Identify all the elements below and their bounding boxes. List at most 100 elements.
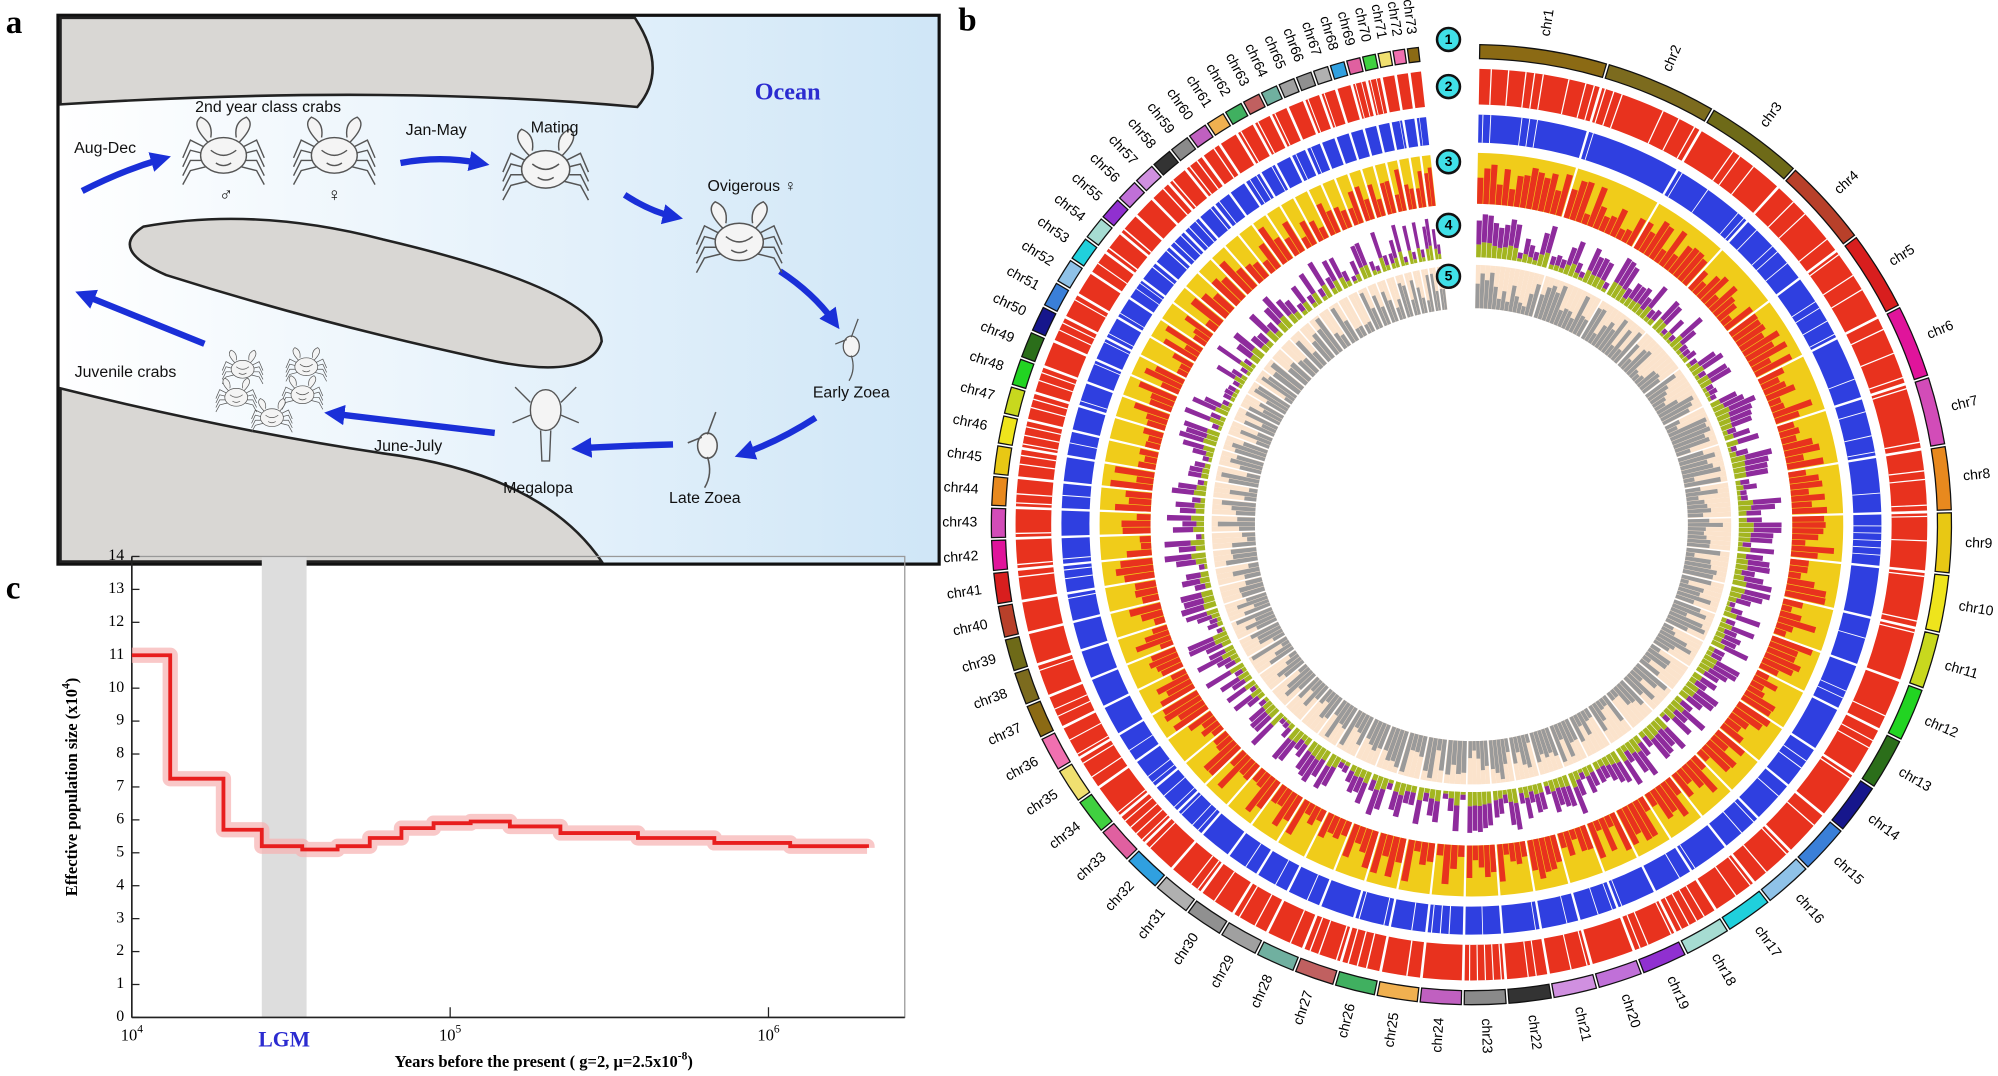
track-blue [1791,697,1838,749]
track-bar [1714,406,1731,418]
track-gap [1719,212,1739,235]
track-number: 2 [1445,78,1453,94]
track-bar [1370,231,1383,259]
track-bar [1528,244,1536,258]
track-bar [1217,754,1252,789]
track-bar [1658,332,1665,338]
track-bar [1156,673,1190,695]
track-bar [1512,296,1520,313]
track-bar [1191,552,1207,560]
track-bar [1724,605,1733,613]
track-bar [1355,716,1374,746]
track-bar [1677,251,1705,283]
track-gap [1163,777,1186,797]
track-bar [1687,534,1707,540]
track-bar [1713,635,1723,643]
chromosome-segment [1463,988,1507,1006]
track-bar [1511,788,1519,804]
crab-detail [229,394,243,403]
track-bar [1701,744,1731,773]
track-bar [1286,719,1292,725]
chromosome-segment [1886,306,1929,381]
track-bar [1723,628,1738,639]
track-red [1234,883,1283,932]
track-bar [1333,332,1348,350]
track-gap [1213,148,1235,179]
track-bar [1401,285,1414,317]
track-blue [1848,457,1882,513]
track-bar [1267,376,1298,399]
arrow [778,268,840,330]
track-bar [1627,300,1637,311]
track-bar [1242,762,1261,781]
track-bar [1244,496,1257,502]
track-number: 4 [1445,217,1453,233]
track-bar [1312,332,1335,360]
track-red [1342,927,1387,972]
track-marker [1435,148,1462,175]
track-bar [1705,739,1737,769]
track-bar [1775,622,1794,633]
track-bar [1241,666,1248,673]
track-bar [1284,299,1298,315]
track-bar [1249,711,1269,729]
track-bar [1635,662,1668,691]
track-bar [1150,646,1177,662]
track-bar [1372,269,1378,276]
track-bar [1737,499,1754,506]
track-bar [1343,319,1360,342]
track-bar [1682,685,1696,698]
crab-detail [295,391,310,401]
track-bar [1704,294,1720,309]
track-gap [1275,859,1290,886]
track-gap [1665,853,1681,879]
track-bar [1188,641,1216,657]
track-gap [1411,902,1417,931]
track-bar [1522,786,1530,799]
track-bar [1383,726,1397,751]
track-bar [1250,363,1257,370]
track-blue [1378,122,1395,153]
track-bar [1685,362,1692,369]
track-bar [1302,357,1320,374]
crab-leg [757,246,783,264]
y-tick-label: 5 [116,843,124,860]
track-bar [1502,843,1510,855]
track-bar [1504,738,1510,753]
track-bar [1686,542,1710,549]
track-bar [1239,360,1254,373]
track-red [1044,342,1087,378]
track-red [1028,625,1072,664]
track-bar [1201,534,1205,540]
track-bar [1568,295,1591,333]
crab-leg [315,358,327,369]
chromosome-segment [1187,900,1228,935]
track-bar [1299,220,1317,246]
track-red [1080,740,1128,787]
track-bar [1136,476,1154,485]
track-bar [1209,617,1218,625]
track-bar [1579,824,1594,850]
track-bar [1679,330,1697,346]
track-bar [1263,307,1282,326]
track-bar [1638,730,1646,739]
track-bar [1153,616,1166,626]
track-bar [1483,740,1489,766]
track-bar [1688,676,1698,685]
track-bar [1281,639,1290,647]
track-bar [1288,722,1296,731]
track-bar [1341,706,1358,730]
stage-label: Ovigerous ♀ [708,178,797,195]
track-blue [1073,616,1108,650]
track-bar [1790,551,1818,559]
track-bar [1450,844,1458,869]
track-bar [1600,262,1615,282]
track-bar [1750,532,1774,539]
track-bar [1184,406,1211,422]
track-gap [1080,400,1108,410]
track-bar [1718,621,1733,631]
track-bar [1369,832,1388,874]
crab-detail [321,149,348,167]
stage-label: Megalopa [503,480,573,497]
chromosome-label: chr43 [942,513,977,529]
